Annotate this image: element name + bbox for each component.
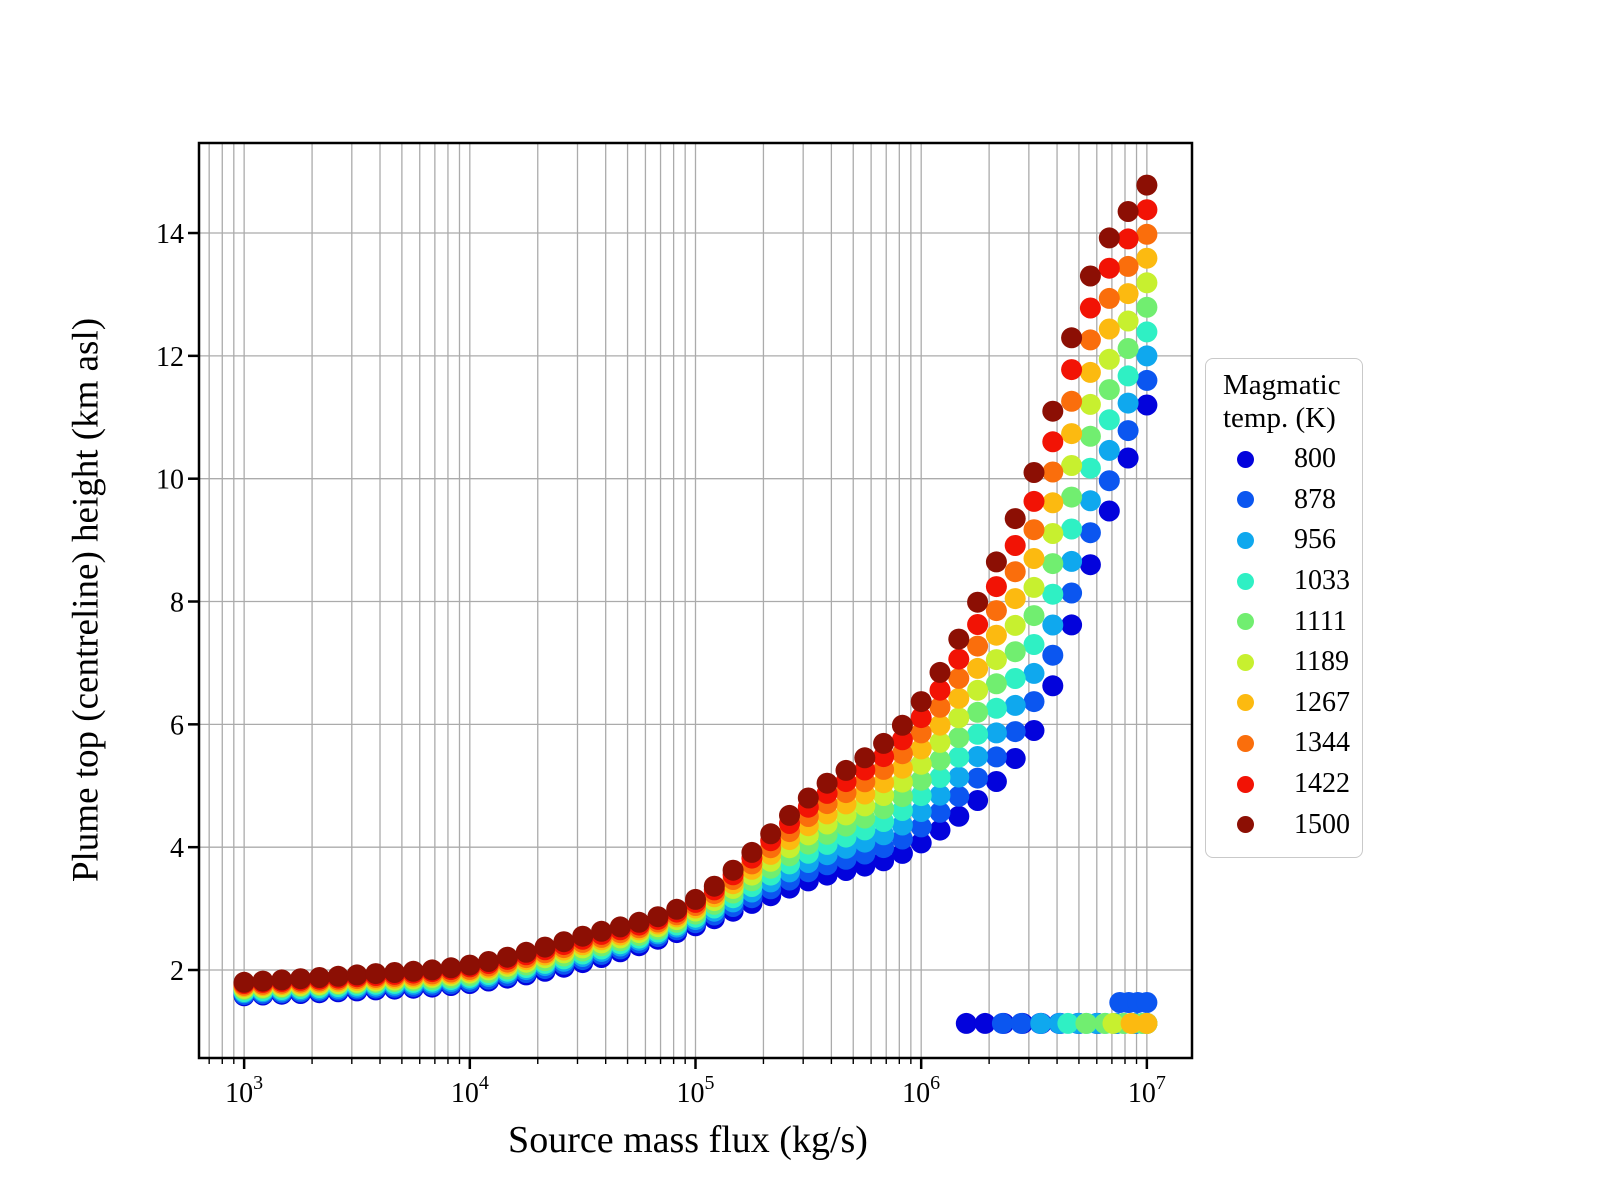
legend-entry: 1111	[1223, 601, 1354, 642]
x-tick-label: 103	[225, 1072, 263, 1109]
y-tick-label: 10	[156, 465, 184, 496]
legend: Magmatic temp. (K) 800 878 956 1033 1111 …	[1205, 358, 1363, 858]
y-tick-label: 4	[170, 833, 184, 864]
legend-title-line2: temp. (K)	[1223, 402, 1336, 434]
legend-marker-icon	[1237, 450, 1254, 468]
y-axis-label: Plume top (centreline) height (km asl)	[65, 317, 107, 883]
y-tick-label: 8	[170, 588, 184, 619]
legend-marker-icon	[1237, 734, 1254, 752]
legend-marker-icon	[1237, 653, 1254, 671]
legend-entry: 878	[1223, 480, 1354, 521]
y-tick-label: 6	[170, 710, 184, 741]
legend-entry: 956	[1223, 520, 1354, 561]
legend-entry-label: 1267	[1294, 686, 1350, 718]
y-tick-label: 12	[156, 342, 184, 373]
legend-marker-icon	[1237, 613, 1254, 631]
legend-title: Magmatic temp. (K)	[1223, 369, 1354, 435]
legend-marker-icon	[1237, 491, 1254, 509]
axis-ticks	[188, 231, 1149, 1069]
legend-entry-label: 1422	[1294, 768, 1350, 800]
legend-entry: 1500	[1223, 804, 1354, 845]
x-tick-label: 106	[902, 1072, 940, 1109]
legend-entry: 800	[1223, 439, 1354, 480]
legend-entry-label: 1111	[1294, 605, 1347, 637]
y-tick-label: 14	[156, 219, 184, 250]
legend-marker-icon	[1237, 694, 1254, 712]
legend-entry-label: 1500	[1294, 808, 1350, 840]
x-tick-label: 105	[677, 1072, 715, 1109]
legend-marker-icon	[1237, 775, 1254, 793]
legend-entry-label: 878	[1294, 483, 1336, 515]
legend-entry: 1267	[1223, 683, 1354, 724]
x-tick-label: 107	[1128, 1072, 1166, 1109]
series-1500	[233, 174, 1158, 993]
legend-entry: 1344	[1223, 723, 1354, 764]
legend-entry-label: 800	[1294, 443, 1336, 475]
legend-entry: 1033	[1223, 561, 1354, 602]
legend-entry-label: 1344	[1294, 727, 1350, 759]
y-tick-label: 2	[170, 956, 184, 987]
legend-entry-label: 1033	[1294, 565, 1350, 597]
gridlines	[199, 143, 1192, 1058]
legend-entry: 1422	[1223, 764, 1354, 805]
legend-entry-label: 956	[1294, 524, 1336, 556]
legend-marker-icon	[1237, 816, 1254, 834]
legend-entry-label: 1189	[1294, 646, 1349, 678]
legend-title-line1: Magmatic	[1223, 369, 1341, 401]
x-tick-label: 104	[451, 1072, 489, 1109]
x-axis-label: Source mass flux (kg/s)	[508, 1119, 868, 1161]
legend-marker-icon	[1237, 531, 1254, 549]
legend-marker-icon	[1237, 572, 1254, 590]
legend-entry: 1189	[1223, 642, 1354, 683]
